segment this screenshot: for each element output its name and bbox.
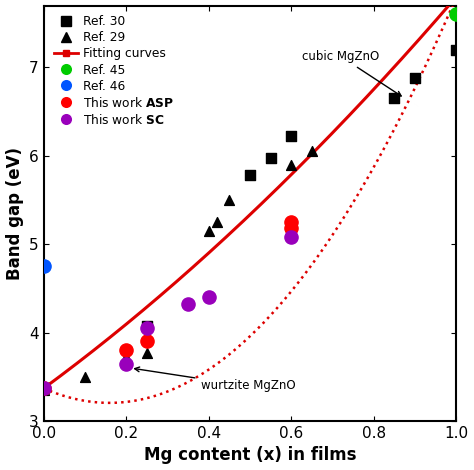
Point — [226, 196, 233, 204]
Point — [205, 227, 212, 235]
Point — [143, 323, 151, 330]
Point — [453, 46, 460, 54]
Point — [40, 263, 47, 270]
Point — [143, 338, 151, 345]
X-axis label: Mg content (x) in films: Mg content (x) in films — [144, 446, 356, 464]
Legend: Ref. 30, Ref. 29, Fitting curves, Ref. 45, Ref. 46, This work $\mathbf{ASP}$, Th: Ref. 30, Ref. 29, Fitting curves, Ref. 4… — [50, 12, 178, 130]
Point — [40, 384, 47, 392]
Point — [288, 225, 295, 232]
Point — [308, 148, 316, 155]
Text: wurtzite MgZnO: wurtzite MgZnO — [135, 367, 295, 392]
Point — [143, 349, 151, 357]
Point — [122, 353, 130, 361]
Point — [411, 74, 419, 82]
Point — [40, 384, 47, 392]
Point — [246, 172, 254, 179]
Point — [40, 384, 47, 392]
Text: cubic MgZnO: cubic MgZnO — [302, 50, 401, 96]
Point — [184, 301, 192, 308]
Point — [213, 219, 221, 226]
Point — [40, 386, 47, 394]
Point — [81, 373, 89, 381]
Point — [288, 219, 295, 226]
Point — [267, 154, 274, 161]
Y-axis label: Band gap (eV): Band gap (eV) — [6, 147, 24, 280]
Point — [205, 293, 212, 301]
Point — [391, 94, 398, 102]
Point — [288, 133, 295, 140]
Point — [453, 11, 460, 18]
Point — [143, 324, 151, 332]
Point — [122, 346, 130, 354]
Point — [288, 161, 295, 168]
Point — [122, 360, 130, 368]
Point — [288, 234, 295, 241]
